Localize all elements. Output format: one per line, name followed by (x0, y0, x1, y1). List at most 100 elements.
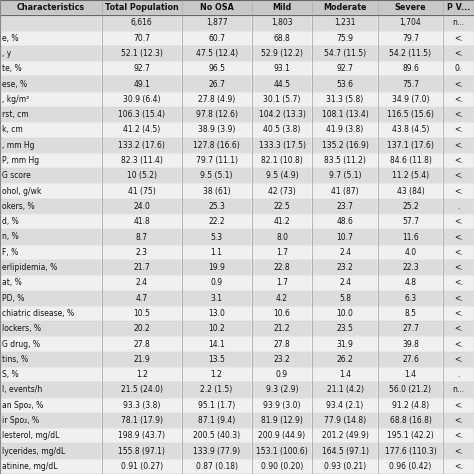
Bar (182, 382, 252, 398)
Text: 93.3 (3.8): 93.3 (3.8) (123, 401, 160, 410)
Bar (443, 214, 474, 229)
Text: 4.7: 4.7 (136, 294, 148, 303)
Bar (443, 459, 474, 474)
Text: 14.1: 14.1 (208, 339, 225, 348)
Bar (312, 229, 378, 245)
Bar (312, 153, 378, 168)
Bar (0, 15, 102, 31)
Text: 83.5 (11.2): 83.5 (11.2) (324, 156, 366, 165)
Text: 21.5 (24.0): 21.5 (24.0) (121, 385, 163, 394)
Text: 41.2 (4.5): 41.2 (4.5) (123, 126, 160, 135)
Bar (443, 398, 474, 413)
Bar (0, 352, 102, 367)
Bar (0, 367, 102, 382)
Text: 3.1: 3.1 (210, 294, 223, 303)
Text: 8.5: 8.5 (404, 309, 417, 318)
Text: PD, %: PD, % (2, 294, 24, 303)
Text: 6.3: 6.3 (404, 294, 417, 303)
Text: 1,231: 1,231 (334, 18, 356, 27)
Bar (252, 352, 312, 367)
Bar (102, 321, 182, 337)
Text: 53.6: 53.6 (337, 80, 354, 89)
Bar (443, 337, 474, 352)
Text: rst, cm: rst, cm (2, 110, 28, 119)
Text: , mm Hg: , mm Hg (2, 141, 35, 150)
Bar (102, 337, 182, 352)
Text: 84.6 (11.8): 84.6 (11.8) (390, 156, 431, 165)
Text: 56.0 (21.2): 56.0 (21.2) (390, 385, 431, 394)
Bar (443, 382, 474, 398)
Bar (102, 459, 182, 474)
Bar (102, 413, 182, 428)
Bar (252, 76, 312, 92)
Text: No OSA: No OSA (200, 3, 234, 12)
Bar (312, 214, 378, 229)
Text: 49.1: 49.1 (133, 80, 150, 89)
Bar (182, 245, 252, 260)
Text: S, %: S, % (2, 370, 18, 379)
Bar (378, 337, 443, 352)
Bar (378, 61, 443, 76)
Text: 38 (61): 38 (61) (203, 187, 230, 196)
Bar (182, 275, 252, 291)
Text: 1.1: 1.1 (210, 248, 223, 257)
Text: 41 (75): 41 (75) (128, 187, 155, 196)
Text: d, %: d, % (2, 217, 18, 226)
Text: <.: <. (454, 339, 463, 348)
Bar (0, 413, 102, 428)
Bar (182, 153, 252, 168)
Text: <.: <. (454, 447, 463, 456)
Text: 68.8: 68.8 (273, 34, 291, 43)
Text: 2.4: 2.4 (339, 248, 351, 257)
Bar (102, 275, 182, 291)
Text: 127.8 (16.6): 127.8 (16.6) (193, 141, 240, 150)
Bar (182, 443, 252, 459)
Text: 10.5: 10.5 (133, 309, 150, 318)
Bar (182, 398, 252, 413)
Bar (182, 92, 252, 107)
Bar (102, 31, 182, 46)
Text: 92.7: 92.7 (133, 64, 150, 73)
Bar (102, 199, 182, 214)
Text: 200.9 (44.9): 200.9 (44.9) (258, 431, 306, 440)
Bar (102, 168, 182, 183)
Text: 19.9: 19.9 (208, 263, 225, 272)
Text: 9.7 (5.1): 9.7 (5.1) (329, 171, 361, 180)
Bar (0, 443, 102, 459)
Bar (378, 352, 443, 367)
Bar (182, 122, 252, 137)
Text: 92.7: 92.7 (337, 64, 354, 73)
Text: <.: <. (454, 187, 463, 196)
Bar (0, 428, 102, 443)
Bar (0, 245, 102, 260)
Bar (0, 76, 102, 92)
Bar (378, 46, 443, 61)
Text: 41.2: 41.2 (273, 217, 291, 226)
Text: 5.3: 5.3 (210, 233, 223, 241)
Text: .: . (457, 370, 460, 379)
Text: 10.2: 10.2 (208, 324, 225, 333)
Bar (378, 428, 443, 443)
Bar (443, 0, 474, 15)
Bar (443, 92, 474, 107)
Text: 2.4: 2.4 (136, 278, 148, 287)
Text: <.: <. (454, 416, 463, 425)
Text: 79.7: 79.7 (402, 34, 419, 43)
Bar (312, 367, 378, 382)
Text: 1.2: 1.2 (210, 370, 223, 379)
Text: 38.9 (3.9): 38.9 (3.9) (198, 126, 235, 135)
Text: ese, %: ese, % (2, 80, 27, 89)
Text: 10.0: 10.0 (337, 309, 354, 318)
Bar (443, 183, 474, 199)
Bar (182, 0, 252, 15)
Bar (0, 275, 102, 291)
Bar (102, 76, 182, 92)
Text: 201.2 (49.9): 201.2 (49.9) (322, 431, 368, 440)
Bar (182, 61, 252, 76)
Bar (252, 107, 312, 122)
Text: 78.1 (17.9): 78.1 (17.9) (121, 416, 163, 425)
Bar (378, 168, 443, 183)
Text: 79.7 (11.1): 79.7 (11.1) (196, 156, 237, 165)
Bar (312, 92, 378, 107)
Bar (182, 321, 252, 337)
